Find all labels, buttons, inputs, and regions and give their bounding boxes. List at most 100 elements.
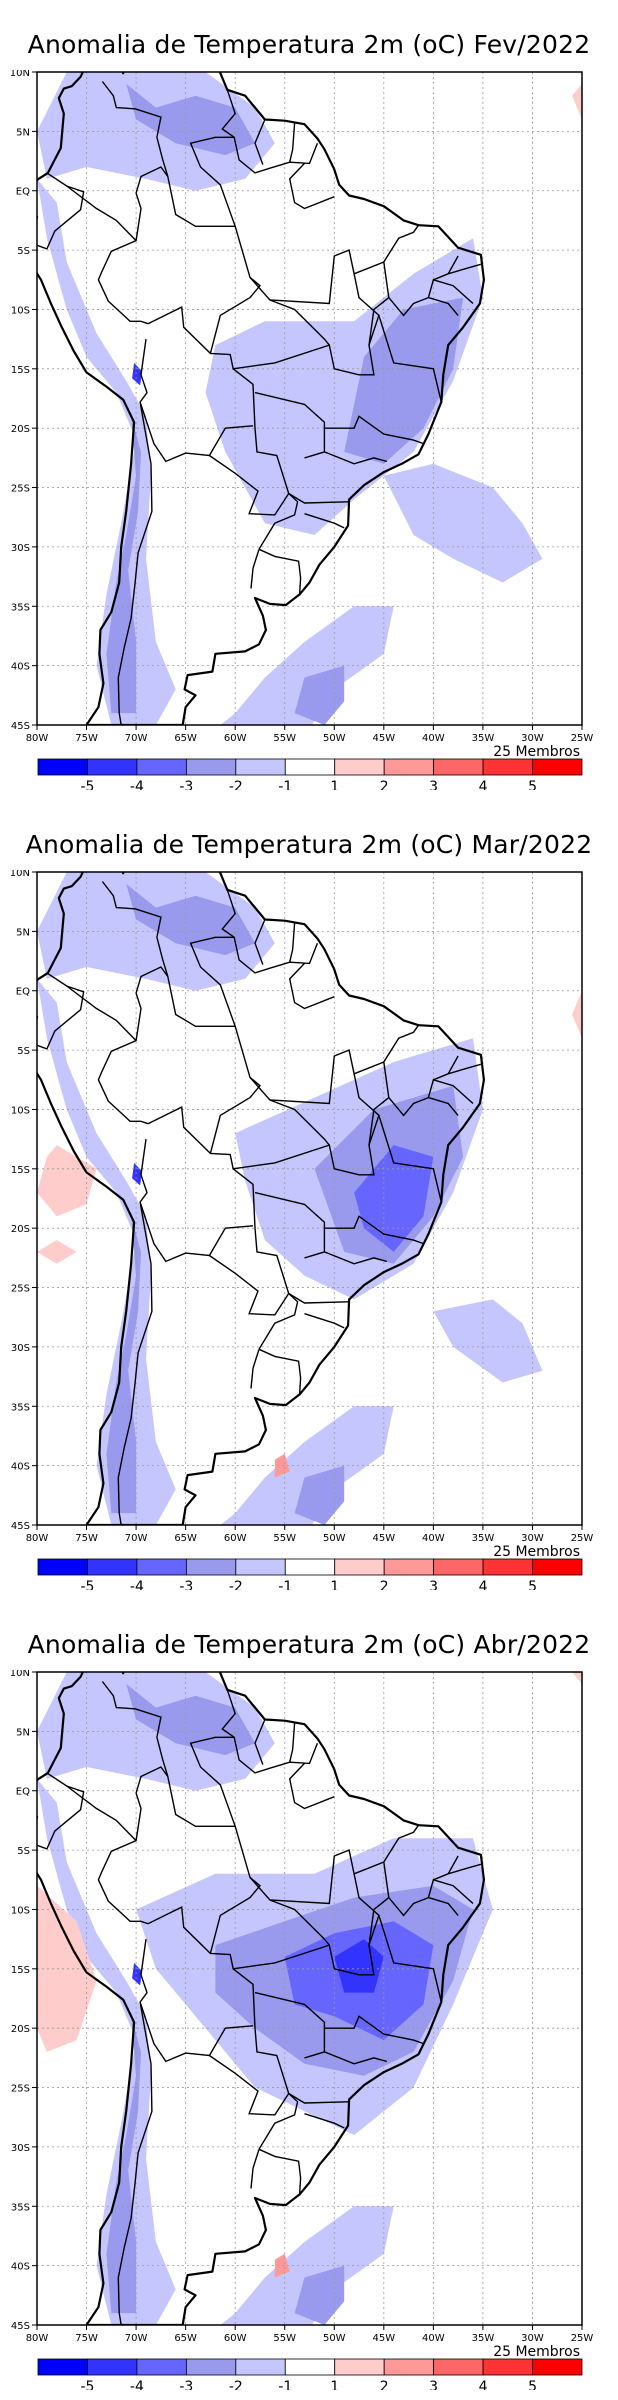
lat-label: 30S (11, 2143, 30, 2154)
border-line (304, 2051, 387, 2065)
border-line (258, 548, 302, 595)
lon-label: 45W (373, 2333, 396, 2344)
legend-swatch (334, 1558, 385, 1576)
lon-label: 60W (224, 1533, 247, 1544)
lon-label: 75W (75, 733, 98, 744)
lon-label: 30W (521, 2333, 544, 2344)
lat-label: 20S (11, 424, 30, 435)
lat-label: 10S (11, 305, 30, 316)
map-frame (36, 71, 583, 726)
border-line (289, 1723, 296, 1763)
coastline (37, 1672, 485, 2325)
border-line (269, 1899, 330, 1946)
anomaly-contour (572, 990, 582, 1039)
legend-swatch (482, 758, 533, 776)
border-line (254, 919, 266, 965)
border-line (304, 2113, 345, 2129)
lat-label: 40S (11, 662, 30, 673)
border-line (209, 454, 290, 516)
border-line (221, 1689, 319, 1774)
lat-label: 15S (11, 1965, 30, 1976)
lon-label: 70W (125, 2333, 148, 2344)
lat-label: 5N (16, 927, 30, 938)
border-line (117, 2001, 153, 2325)
legend-swatch (433, 2358, 484, 2376)
border-line (117, 401, 153, 725)
legend-swatch (87, 758, 138, 776)
lon-label: 25W (571, 733, 594, 744)
border-line (147, 1106, 290, 1294)
legend-label: 2 (380, 779, 389, 790)
land-outlines (37, 1672, 485, 2325)
lat-label: EQ (16, 987, 30, 998)
anomaly-contour (294, 665, 345, 725)
border-line (258, 492, 299, 550)
legend-swatch (532, 1558, 583, 1576)
anomaly-contour (37, 1885, 97, 2052)
border-line (288, 2092, 349, 2104)
anomaly-contour (106, 2016, 141, 2314)
lat-label: 5S (17, 246, 30, 257)
lat-label: 5N (16, 127, 30, 138)
border-line (189, 936, 236, 1027)
legend-label: -2 (229, 1579, 243, 1590)
anomaly-contour (37, 1240, 77, 1264)
border-line (250, 2149, 260, 2189)
legend-swatch (235, 1558, 286, 1576)
members-label: 25 Membros (493, 1544, 580, 1560)
border-line (254, 119, 266, 165)
lon-label: 70W (125, 733, 148, 744)
lon-label: 50W (323, 1533, 346, 1544)
legend-label: -1 (278, 1579, 292, 1590)
anomaly-contour (106, 1216, 141, 1514)
legend-swatch (383, 1558, 435, 1576)
legend-swatch (482, 2358, 533, 2376)
border-line (383, 1855, 459, 1917)
border-line (428, 296, 459, 316)
border-line (221, 889, 319, 974)
border-line (304, 513, 345, 529)
lon-label: 55W (273, 2333, 296, 2344)
legend-swatch (87, 2358, 138, 2376)
border-line (258, 1348, 302, 1395)
lon-label: 35W (472, 1533, 495, 1544)
border-line (209, 1076, 261, 1154)
lat-label: 20S (11, 1224, 30, 1235)
panel-title: Anomalia de Temperatura 2m (oC) Fev/2022 (27, 30, 591, 59)
lat-label: 30S (11, 1343, 30, 1354)
border-line (97, 166, 169, 325)
lon-label: 80W (26, 1533, 49, 1544)
border-line (254, 391, 326, 452)
border-line (233, 1097, 390, 1176)
border-line (288, 1292, 349, 1304)
border-line (254, 1991, 326, 2052)
anomaly-contour (572, 83, 582, 120)
lon-label: 35W (472, 2333, 495, 2344)
legend-label: -5 (80, 2379, 94, 2390)
lon-label: 25W (571, 2333, 594, 2344)
lon-label: 35W (472, 733, 495, 744)
legend-swatch (136, 2358, 187, 2376)
border-line (304, 451, 387, 465)
border-line (189, 1736, 236, 1827)
lon-label: 50W (323, 733, 346, 744)
lon-label: 75W (75, 1533, 98, 1544)
lat-label: 5S (17, 1046, 30, 1057)
border-line (288, 1762, 335, 1810)
border-line (66, 185, 137, 242)
lat-label: 25S (11, 1284, 30, 1295)
lat-label: 40S (11, 1462, 30, 1473)
border-line (97, 966, 169, 1125)
border-line (258, 2148, 302, 2195)
border-line (97, 1766, 169, 1925)
lat-label: 10S (11, 1105, 30, 1116)
border-line (117, 1201, 153, 1525)
legend-label: -5 (80, 1579, 94, 1590)
legend-swatch (37, 758, 88, 776)
legend-swatch (284, 1558, 336, 1576)
legend-swatch (284, 2358, 336, 2376)
legend-swatch (334, 2358, 385, 2376)
anomaly-contour (294, 2265, 345, 2325)
lat-label: EQ (16, 187, 30, 198)
